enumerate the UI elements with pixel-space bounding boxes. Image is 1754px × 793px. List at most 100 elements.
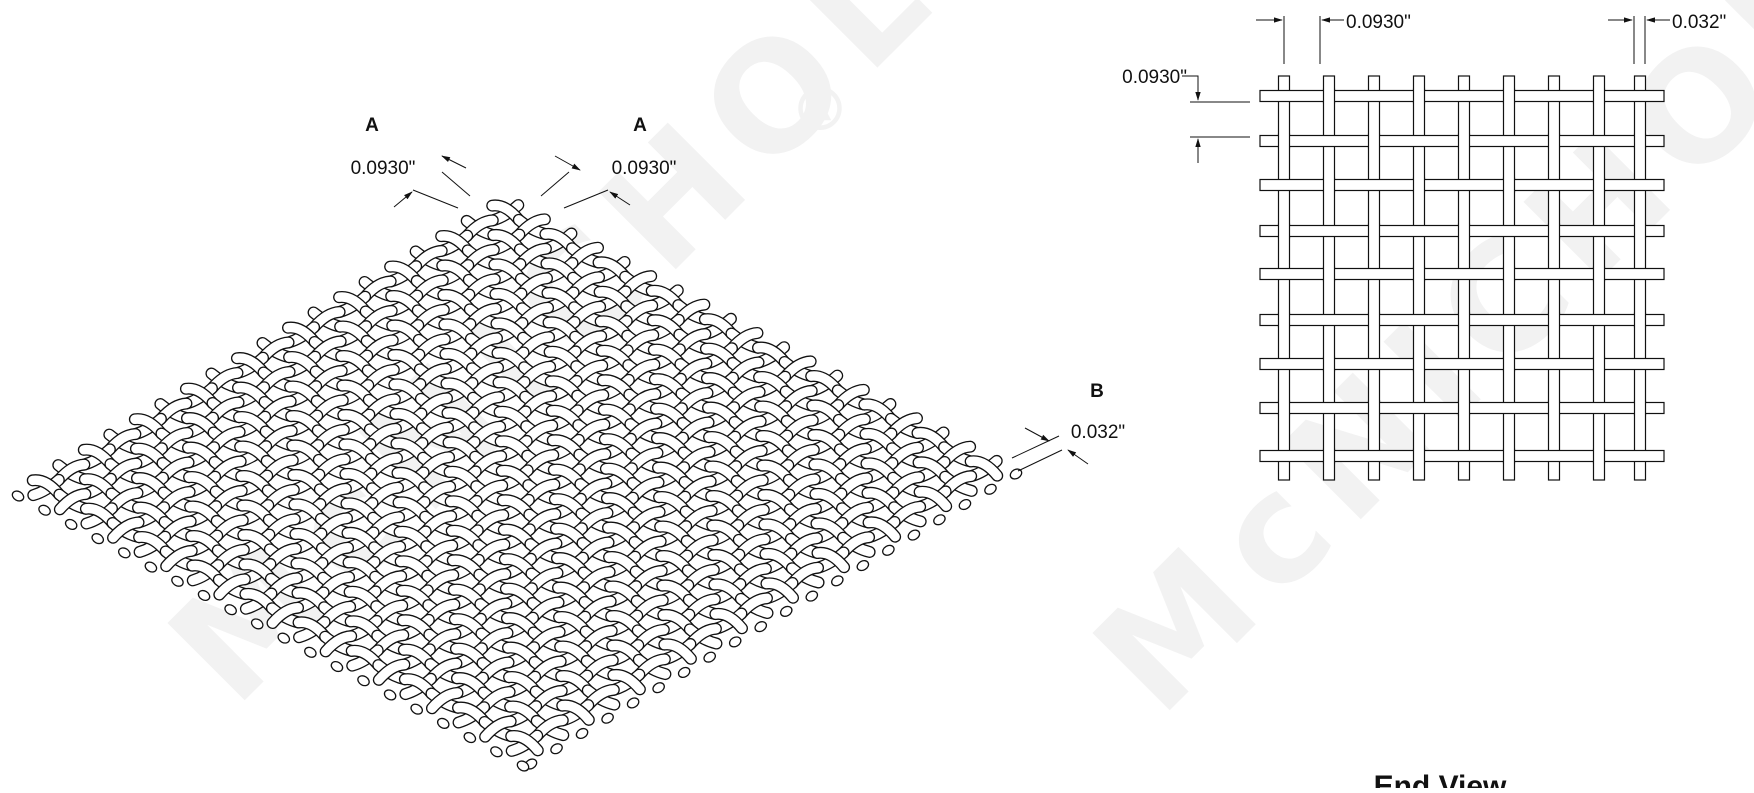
end-view-crossover (1634, 400, 1646, 416)
end-view-crossover (1503, 88, 1515, 104)
callout-b-arrow-upper (1024, 427, 1050, 442)
callout-a-left-letter: A (365, 115, 379, 136)
end-view-crossover (1368, 223, 1380, 239)
end-view-crossover (1548, 400, 1560, 416)
end-view-crossover (1278, 400, 1290, 416)
end-view-horizontal-wire (1259, 89, 1665, 103)
end-view-horizontal-wire (1259, 357, 1665, 371)
end-view-crossover (1458, 133, 1470, 149)
end-view-crossover (1503, 266, 1515, 282)
over-wire-fill (965, 456, 1002, 481)
end-view-crossover (1323, 88, 1335, 104)
isometric-weave-cells (26, 199, 1004, 757)
end-view-crossover (1413, 448, 1425, 464)
end-view-crossover (1323, 266, 1335, 282)
watermark-registered-mark: ® (790, 75, 850, 145)
end-view-dim-top-wire: 0.032" (1608, 12, 1726, 64)
over-wire-fill (480, 716, 516, 742)
end-view-crossover (1593, 177, 1605, 193)
over-wire-fill (267, 603, 303, 628)
callout-a-left: A 0.0930" (351, 115, 471, 209)
over-wire-fill (863, 517, 900, 542)
end-view-crossover (1368, 400, 1380, 416)
wire-end-right (1009, 468, 1023, 480)
wire-end-left (250, 618, 264, 630)
wire-end-left (330, 660, 344, 673)
end-view-crossover (1458, 312, 1470, 328)
over-wire-fill (761, 578, 798, 603)
end-view-crossover (1593, 448, 1605, 464)
wire-end-right (728, 636, 742, 648)
over-wire-fill (374, 659, 410, 685)
over-wire-fill (659, 639, 696, 664)
wire-end-left (436, 717, 450, 729)
callout-a-right-letter: A (633, 115, 647, 136)
over-wire-fill (108, 517, 144, 543)
isometric-mesh-view: A 0.0930" A 0.0930" B 0.032" (11, 115, 1125, 772)
wire-end-left (91, 533, 105, 545)
over-wire-fill (608, 670, 645, 695)
dim-left-opening-arrow-top (1182, 75, 1201, 101)
end-view: 0.0930" 0.032" 0.0930" End View (1122, 12, 1726, 793)
over-wire-fill (214, 574, 250, 600)
wire-end-left (516, 760, 530, 772)
wire-end-right (958, 498, 972, 511)
end-view-crossover (1368, 312, 1380, 328)
callout-b-leader-upper (1011, 435, 1060, 459)
wire-end-left (463, 732, 477, 744)
over-wire-fill (427, 688, 463, 713)
end-view-horizontal-wire (1259, 267, 1665, 281)
wire-end-right (703, 651, 716, 663)
callout-b-arrow-lower (1067, 449, 1089, 465)
callout-b-letter: B (1090, 381, 1104, 402)
end-view-crossover (1458, 400, 1470, 416)
end-view-dim-top-opening: 0.0930" (1256, 12, 1411, 64)
callout-a-left-arrow-upper (441, 155, 467, 169)
callout-a-right-arrow-upper (554, 155, 581, 171)
dim-left-opening-value: 0.0930" (1122, 67, 1187, 88)
end-view-crossover (1413, 266, 1425, 282)
isometric-weave (11, 199, 1023, 772)
watermark-right-text: McNICHOLS (1062, 0, 1754, 745)
wire-end-right (831, 575, 844, 587)
callout-b: B 0.032" (1011, 381, 1125, 472)
end-view-crossover (1593, 266, 1605, 282)
callout-a-right-leader-lower (563, 189, 609, 209)
wire-end-left (490, 746, 503, 758)
over-wire-fill (55, 489, 91, 515)
callout-a-right: A 0.0930" (540, 115, 676, 209)
end-view-crossover (1458, 223, 1470, 239)
wire-end-left (224, 604, 237, 616)
over-wire-fill (557, 700, 594, 725)
dim-top-wire-value: 0.032" (1672, 12, 1726, 33)
callout-a-left-leader-lower (412, 189, 459, 209)
end-view-crossover (1413, 177, 1425, 193)
end-view-crossover (1323, 177, 1335, 193)
wire-end-left (277, 632, 291, 644)
end-view-crossover (1413, 88, 1425, 104)
end-view-crossover (1413, 356, 1425, 372)
end-view-crossover (1503, 177, 1515, 193)
wire-end-left (11, 490, 25, 502)
wire-end-right (882, 544, 895, 556)
end-view-dim-left-opening: 0.0930" (1122, 67, 1250, 163)
wire-end-left (383, 689, 397, 701)
end-view-horizontal-wire (1259, 449, 1665, 463)
end-view-crossover (1503, 448, 1515, 464)
wire-end-right (652, 682, 665, 694)
callout-a-right-leader-upper (540, 171, 570, 197)
callout-a-right-arrow-lower (609, 191, 631, 206)
wire-end-left (64, 518, 78, 530)
dim-top-opening-value: 0.0930" (1346, 12, 1411, 33)
end-view-crossover (1593, 356, 1605, 372)
over-wire-fill (812, 548, 849, 572)
wire-end-right (575, 727, 589, 740)
wire-end-right (779, 605, 793, 617)
end-view-crossover (1634, 223, 1646, 239)
wire-end-left (144, 561, 158, 573)
wire-end-left (171, 575, 184, 587)
wire-end-left (38, 504, 51, 516)
wire-end-right (984, 483, 997, 495)
